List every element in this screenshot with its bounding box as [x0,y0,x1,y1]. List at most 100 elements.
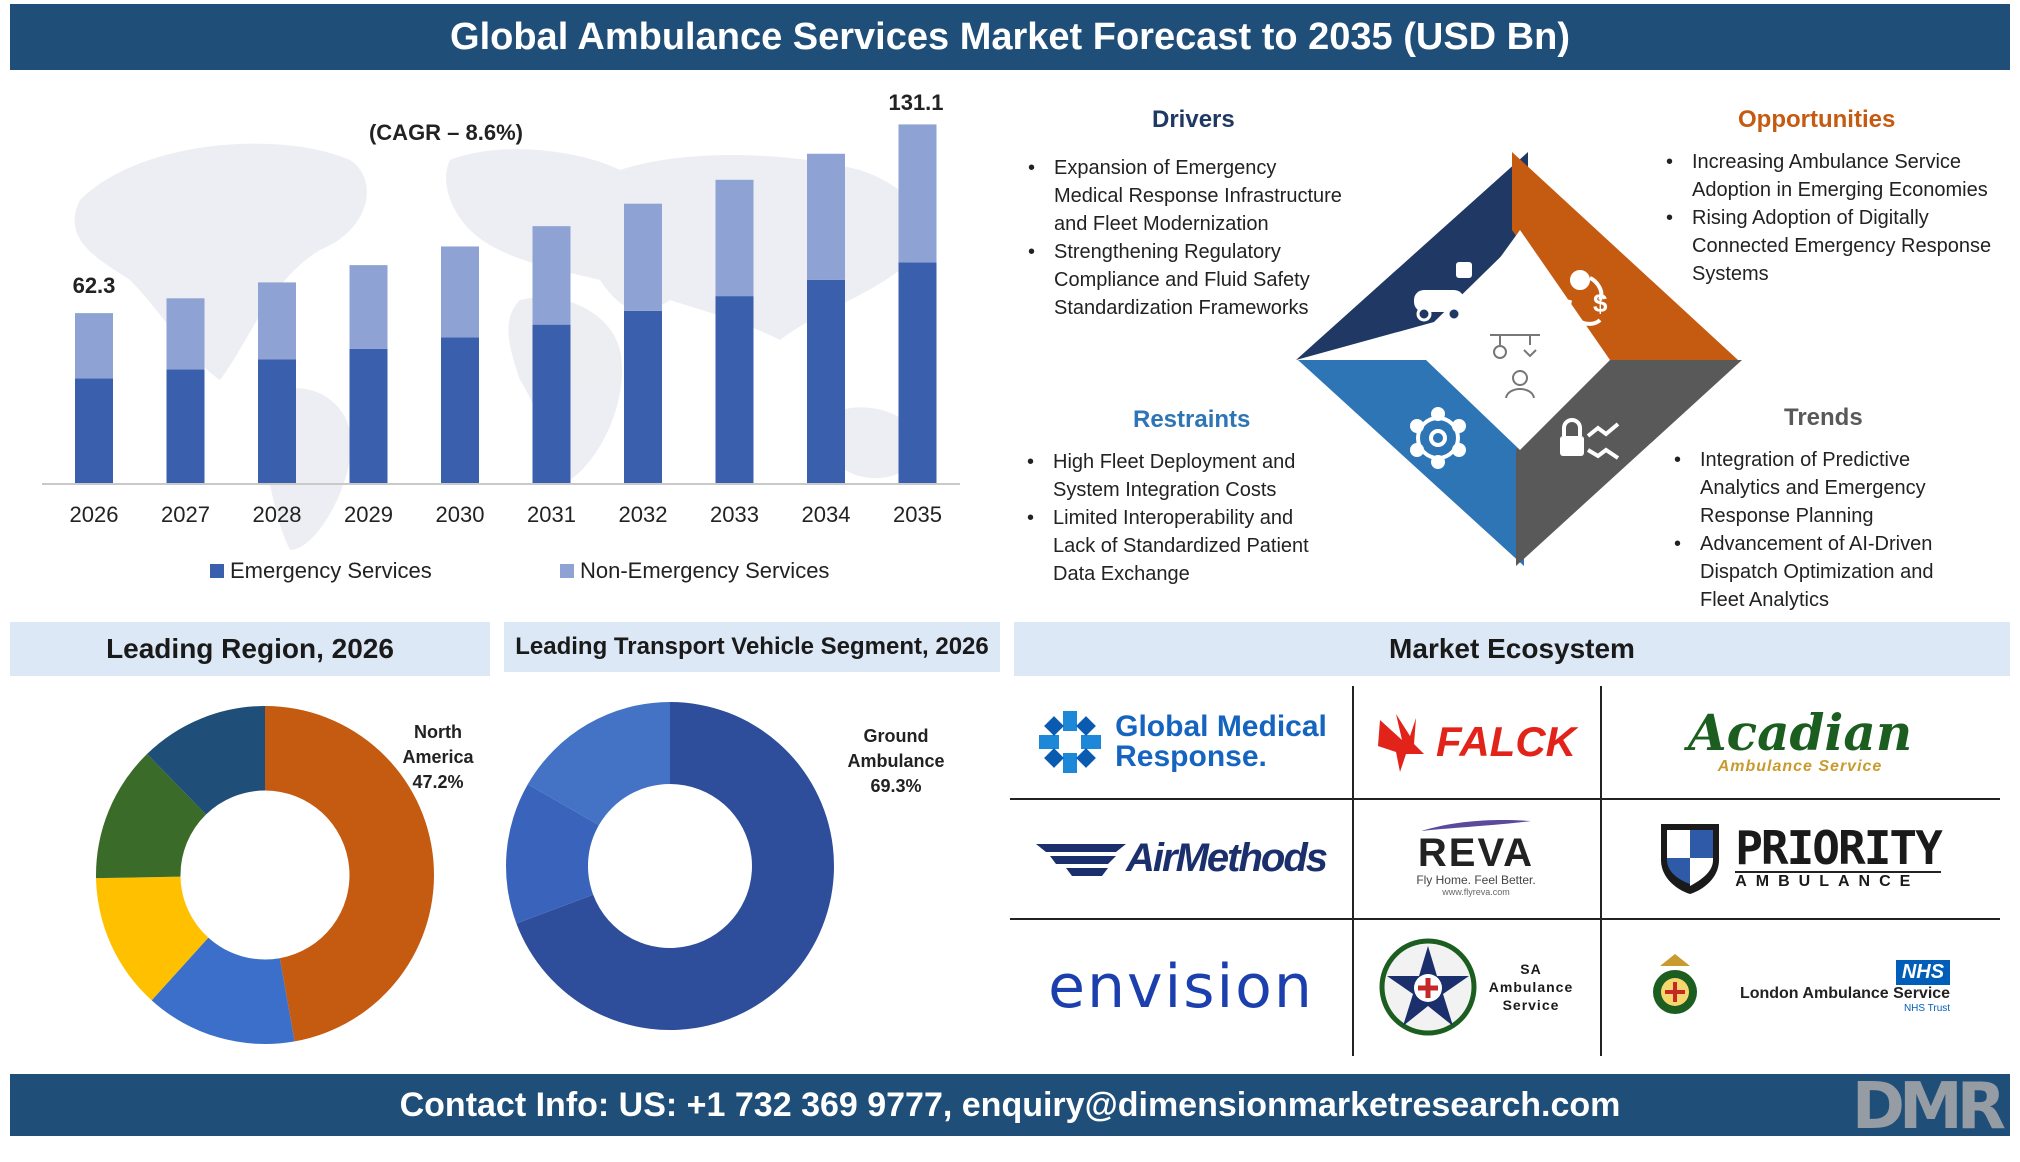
bar-non-emergency-2026 [75,313,113,379]
trends-quadrant [1516,360,1742,566]
page-title: Global Ambulance Services Market Forecas… [10,4,2010,70]
bar-emergency-2033 [715,296,754,484]
grid-divider [1010,798,2000,800]
forecast-bar-chart: 2026 2027 2028 2029 2030 2031 2032 2033 2034 2035… [42,90,960,583]
bar-emergency-2031 [532,324,571,484]
priority-shield-icon [1661,824,1720,894]
trends-list: Integration of Predictive Analytics and … [1670,446,1970,614]
bar-non-emergency-2030 [441,246,479,338]
restraints-item: High Fleet Deployment and System Integra… [1023,448,1333,504]
grid-divider [1352,686,1354,1056]
drivers-quadrant [1296,152,1528,360]
bar-emergency-2026 [75,378,113,484]
priority-text: PRIORITY [1735,821,1943,875]
grid-divider [1010,918,2000,920]
bar-non-emergency-2032 [624,203,662,311]
segment-donut-slice-1 [506,784,599,924]
sa-text-line3: Service [1502,997,1560,1013]
london-ambulance-text: London Ambulance Service [1739,985,1951,1002]
segment-donut-chart [506,702,834,1030]
falck-eagle-icon [1378,714,1424,772]
gmr-star-icon [1039,711,1102,773]
logo-sa-ambulance: SA Ambulance Service [1352,918,1600,1056]
x-tick-label: 2027 [161,502,210,527]
sa-text-line1: SA [1520,961,1542,977]
nhs-badge: NHS [1895,960,1951,985]
gmr-text-line2: Response. [1115,740,1267,773]
bar-non-emergency-2031 [532,226,571,325]
acadian-text: Acadian [1687,703,1913,762]
data-label-2026: 62.3 [73,273,116,298]
bar-non-emergency-2035 [898,124,937,263]
x-tick-label: 2031 [527,502,576,527]
segment-donut-slice-0 [516,702,834,1030]
trends-item: Integration of Predictive Analytics and … [1670,446,1970,530]
drivers-title: Drivers [1152,106,1235,133]
london-ambulance-crest-icon [1652,954,1697,1014]
svg-text:$: $ [1593,288,1608,318]
reva-tagline: Fly Home. Feel Better. [1416,873,1536,887]
bar-emergency-2027 [166,369,205,484]
drivers-diamond-graphic: $ [1296,152,1742,566]
cagr-annotation: (CAGR – 8.6%) [369,120,523,145]
center-idea-icon [1490,334,1540,399]
logo-global-medical-response: Global Medical Response. [1010,686,1352,798]
grid-divider [1600,686,1602,1056]
region-donut-slice-0 [265,706,434,1042]
bar-series-group [75,124,937,484]
logo-acadian: Acadian Ambulance Service [1600,686,2000,798]
drivers-item: Expansion of Emergency Medical Response … [1024,154,1344,238]
sa-text-line2: Ambulance [1488,979,1574,995]
segment-label-line1: Ground [863,726,929,746]
reva-swoosh-icon [1421,820,1531,831]
segment-donut-label: Ground Ambulance 69.3% [836,724,956,799]
logo-air-methods: AirMethods [1010,798,1352,918]
bar-non-emergency-2027 [166,298,205,370]
envision-text: envision [1048,952,1314,1022]
opportunities-item: Rising Adoption of Digitally Connected E… [1662,204,1992,288]
legend-label-emergency: Emergency Services [230,558,432,583]
contact-info-bar: Contact Info: US: +1 732 369 9777, enqui… [10,1074,2010,1136]
logo-reva: REVA Fly Home. Feel Better. www.flyreva.… [1352,798,1600,918]
bar-emergency-2028 [258,359,296,484]
region-label-line1: North [414,722,462,742]
acadian-subtext: Ambulance Service [1717,758,1883,775]
bar-emergency-2030 [441,337,479,484]
reva-url: www.flyreva.com [1442,887,1510,897]
bar-emergency-2029 [349,348,388,484]
legend-label-non-emergency: Non-Emergency Services [580,558,829,583]
x-tick-label: 2034 [802,502,851,527]
chart-legend: Emergency Services Non-Emergency Service… [210,558,829,583]
x-tick-label: 2032 [619,502,668,527]
region-section-header: Leading Region, 2026 [10,622,490,676]
diamond-center [1426,230,1610,450]
region-donut-slice-1 [151,937,295,1044]
segment-label-line2: Ambulance [847,751,945,771]
opportunities-item: Increasing Ambulance Service Adoption in… [1662,148,1992,204]
x-tick-label: 2026 [70,502,119,527]
dmr-logo-text: DMR [1851,1070,2006,1144]
drivers-list: Expansion of Emergency Medical Response … [1024,154,1344,322]
opportunities-list: Increasing Ambulance Service Adoption in… [1662,148,1992,288]
trends-item: Advancement of AI-Driven Dispatch Optimi… [1670,530,1970,614]
legend-swatch-non-emergency [560,564,574,578]
lock-trend-icon [1560,418,1620,460]
region-label-line2: America [402,747,474,767]
x-tick-label: 2033 [710,502,759,527]
opportunities-title: Opportunities [1738,106,1896,133]
bar-non-emergency-2028 [258,282,296,360]
priority-subtext: AMBULANCE [1735,871,1941,891]
dollar-exchange-icon: $ [1567,270,1608,326]
region-donut-slice-3 [96,754,207,879]
sa-ambulance-emblem-icon [1379,938,1477,1036]
data-label-2035: 131.1 [888,90,943,115]
air-methods-wing-icon [1036,844,1126,876]
falck-text: FALCK [1436,718,1576,765]
region-label-value: 47.2% [412,772,464,792]
bar-emergency-2032 [624,310,662,484]
reva-text: REVA [1417,831,1535,875]
logo-falck: FALCK [1352,686,1600,798]
drivers-item: Strengthening Regulatory Compliance and … [1024,238,1344,322]
restraints-quadrant [1298,360,1524,566]
segment-donut-slice-2 [527,702,670,826]
